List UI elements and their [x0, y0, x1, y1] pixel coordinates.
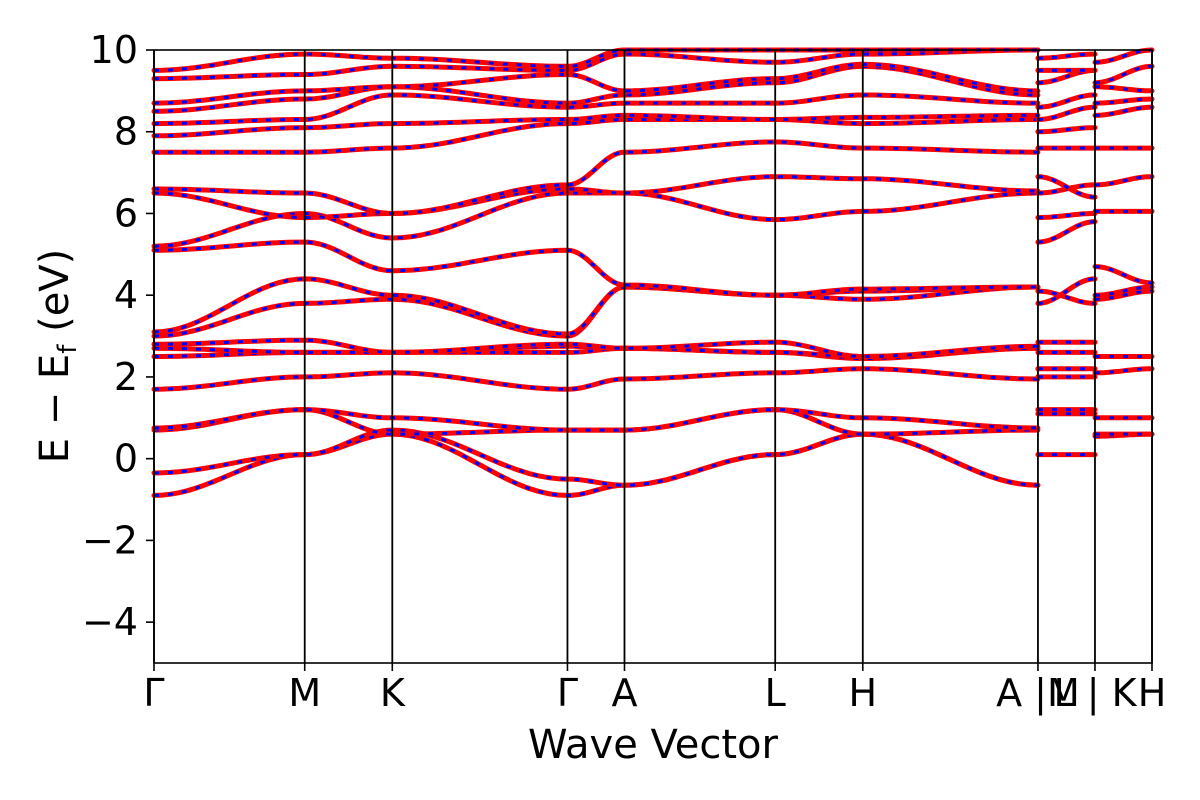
band-spin-up-0-14: [151, 117, 1041, 155]
band-spin-down-1-16: [1037, 93, 1095, 109]
x-tick-label-8: L | K: [1053, 671, 1137, 716]
y-axis-title: E − Ef (eV): [32, 249, 83, 464]
band-spin-up-0-15: [151, 112, 1041, 139]
y-axis-title-main: E − E: [32, 354, 78, 464]
band-spin-down-1-19: [1037, 52, 1095, 60]
band-spin-up-0-7: [151, 337, 1041, 359]
band-spin-up-0-1: [151, 427, 1041, 488]
band-spin-up-0-11: [151, 190, 1041, 249]
x-tick-label-2: K: [380, 671, 406, 715]
band-spin-down-2-14: [1094, 64, 1153, 85]
band-spin-down-2-3: [1095, 367, 1152, 375]
x-tick-label-6: H: [848, 671, 877, 715]
band-spin-up-0-4: [151, 366, 1041, 392]
band-spin-down-1-10: [1037, 212, 1095, 220]
band-spin-down-1-7: [1037, 277, 1096, 305]
band-spin-down-2-5: [1094, 289, 1153, 301]
band-spin-down-2-7: [1094, 265, 1153, 285]
y-tick-label-0: −4: [82, 600, 138, 644]
band-spin-down-1-15: [1037, 105, 1096, 121]
y-axis-ticks: −4 −2 0 2 4 6 8 10: [82, 28, 154, 644]
band-spin-up-0-19: [151, 47, 1041, 82]
band-spin-down-1-8: [1037, 289, 1096, 305]
y-tick-label-2: 0: [114, 437, 138, 481]
x-tick-label-5: L: [765, 671, 786, 715]
band-spin-up-0-16: [151, 92, 1041, 127]
band-spin-down-1-9: [1037, 220, 1096, 244]
band-spin-down-2-6: [1094, 285, 1153, 297]
band-spin-down-0-12: [153, 175, 1038, 220]
x-axis-title: Wave Vector: [528, 722, 779, 768]
y-tick-label-7: 10: [90, 28, 138, 72]
band-spin-down-2-13: [1095, 85, 1153, 93]
band-spin-up-0-3: [151, 407, 1041, 433]
x-tick-label-4: A: [611, 671, 637, 715]
band-spin-down-2-12: [1095, 97, 1153, 105]
band-spin-down-1-14: [1037, 126, 1096, 134]
band-spin-up-0-12: [151, 174, 1041, 221]
x-tick-label-7: A |M: [996, 671, 1080, 716]
band-spin-down-2-15: [1094, 48, 1153, 64]
y-axis-title-sub: f: [53, 344, 83, 354]
band-spin-down-0-18: [153, 62, 1038, 105]
band-spin-down-1-12: [1037, 175, 1096, 199]
band-spin-down-2-11: [1094, 105, 1153, 117]
y-axis-title-unit: (eV): [32, 249, 78, 345]
plot-frame: [153, 49, 1153, 664]
x-tick-label-3: Γ: [557, 671, 578, 715]
y-tick-label-3: 2: [114, 355, 138, 399]
bands-layer: [151, 47, 1155, 498]
band-spin-down-0-8: [153, 285, 1038, 338]
x-tick-label-0: Γ: [143, 671, 164, 715]
y-tick-label-1: −2: [82, 518, 138, 562]
x-tick-label-9: H: [1138, 671, 1167, 715]
band-spin-down-0-1: [153, 428, 1038, 487]
band-spin-up-0-10: [151, 239, 1041, 298]
band-spin-down-0-13: [153, 140, 1038, 216]
y-tick-label-4: 4: [114, 273, 138, 317]
band-spin-down-0-11: [153, 191, 1038, 248]
y-tick-label-5: 6: [114, 191, 138, 235]
high-symmetry-lines: [153, 50, 1153, 663]
band-spin-down-2-9: [1094, 175, 1152, 187]
x-tick-label-1: M: [288, 671, 321, 715]
y-tick-label-6: 8: [114, 110, 138, 154]
band-spin-down-1-17: [1037, 68, 1096, 85]
